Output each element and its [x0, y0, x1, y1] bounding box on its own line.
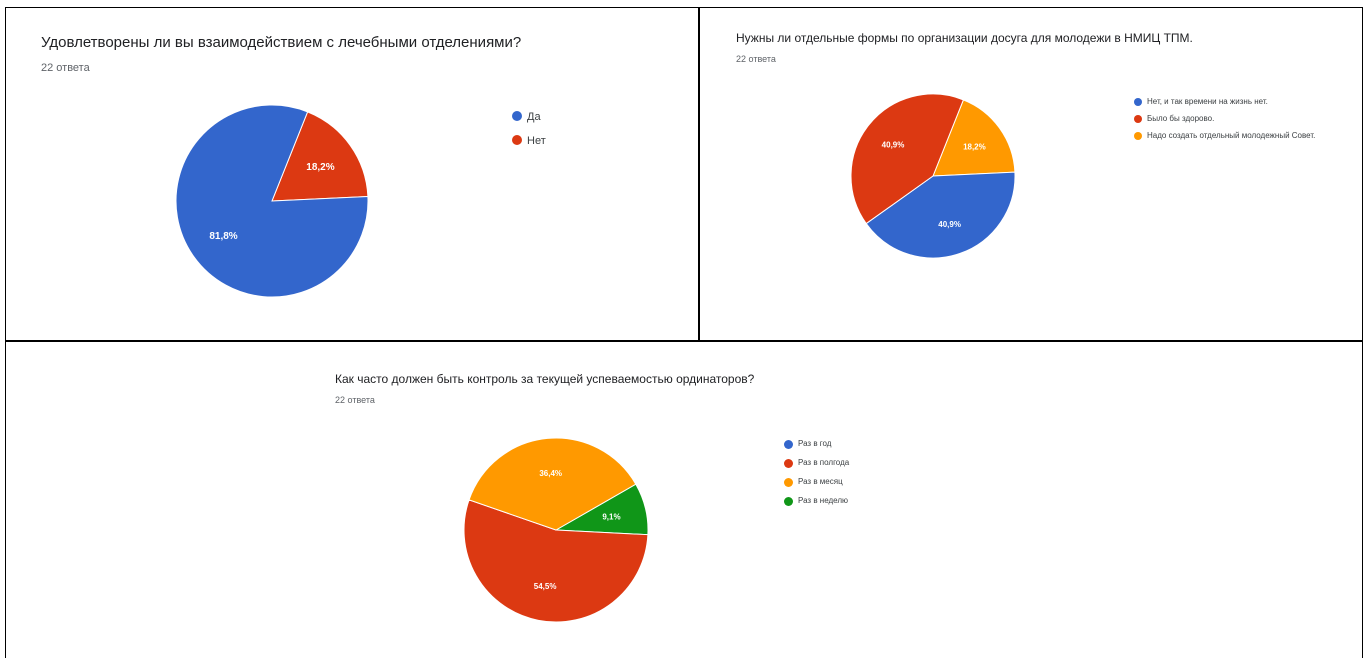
- pie-slice-2: [271, 111, 369, 202]
- legend-label: Раз в год: [798, 439, 832, 448]
- pie-slice-2: [850, 93, 965, 225]
- legend-color-dot: [1134, 98, 1142, 106]
- legend-label: Да: [527, 111, 541, 123]
- legend-label: Раз в неделю: [798, 496, 849, 505]
- legend-color-dot: [784, 478, 793, 487]
- pie-slice-1: [175, 104, 369, 298]
- legend-color-dot: [784, 459, 793, 468]
- legend-item: Нет: [512, 133, 682, 149]
- legend-item: Раз в год: [784, 438, 984, 449]
- slice-label: 40,9%: [882, 140, 905, 149]
- pie-slice-1: [865, 171, 1016, 259]
- slice-label: 36,4%: [539, 469, 562, 478]
- pie-chart: 18,2% 81,8%: [175, 104, 369, 298]
- chart-title: Нужны ли отдельные формы по организации …: [736, 31, 1193, 45]
- legend-color-dot: [784, 497, 793, 506]
- chart-legend: Нет, и так времени на жизнь нет. Было бы …: [1134, 96, 1344, 147]
- slice-label: 40,9%: [938, 220, 961, 229]
- legend-item: Да: [512, 109, 682, 125]
- legend-label: Нет: [527, 135, 546, 147]
- pie-slice-3: [932, 99, 1016, 177]
- legend-label: Было бы здорово.: [1147, 114, 1215, 123]
- legend-label: Раз в месяц: [798, 477, 843, 486]
- legend-color-dot: [512, 135, 522, 145]
- response-count: 22 ответа: [41, 62, 90, 74]
- legend-item: Раз в неделю: [784, 495, 984, 506]
- legend-color-dot: [784, 440, 793, 449]
- legend-item: Раз в полгода: [784, 457, 984, 468]
- pie-slice-2: [463, 499, 649, 623]
- chart-title: Как часто должен быть контроль за текуще…: [335, 372, 755, 386]
- legend-color-dot: [1134, 132, 1142, 140]
- legend-label: Нет, и так времени на жизнь нет.: [1147, 97, 1268, 106]
- legend-item: Раз в месяц: [784, 476, 984, 487]
- pie-slice-3: [468, 437, 637, 531]
- legend-item: Нет, и так времени на жизнь нет.: [1134, 96, 1344, 107]
- chart-panel-2: Нужны ли отдельные формы по организации …: [699, 7, 1363, 341]
- chart-panel-1: Удовлетворены ли вы взаимодействием с ле…: [5, 7, 699, 341]
- legend-label: Раз в полгода: [798, 458, 850, 467]
- response-count: 22 ответа: [335, 395, 375, 405]
- legend-item: Надо создать отдельный молодежный Совет.: [1134, 130, 1344, 141]
- response-count: 22 ответа: [736, 54, 776, 64]
- chart-panel-3: Как часто должен быть контроль за текуще…: [5, 341, 1363, 658]
- legend-item: Было бы здорово.: [1134, 113, 1344, 124]
- legend-color-dot: [512, 111, 522, 121]
- pie-chart: 18,2% 40,9% 40,9%: [850, 93, 1016, 259]
- slice-label: 18,2%: [963, 142, 986, 151]
- chart-legend: Да Нет: [512, 109, 682, 157]
- slice-label: 18,2%: [306, 162, 334, 173]
- pie-chart: 9,1% 54,5% 36,4%: [463, 437, 649, 623]
- legend-label: Надо создать отдельный молодежный Совет.: [1147, 131, 1316, 140]
- legend-color-dot: [1134, 115, 1142, 123]
- chart-legend: Раз в год Раз в полгода Раз в месяц Раз в н…: [784, 438, 984, 514]
- chart-title: Удовлетворены ли вы взаимодействием с ле…: [41, 34, 522, 51]
- slice-label: 9,1%: [602, 513, 620, 522]
- slice-label: 54,5%: [534, 582, 557, 591]
- slice-label: 81,8%: [209, 231, 237, 242]
